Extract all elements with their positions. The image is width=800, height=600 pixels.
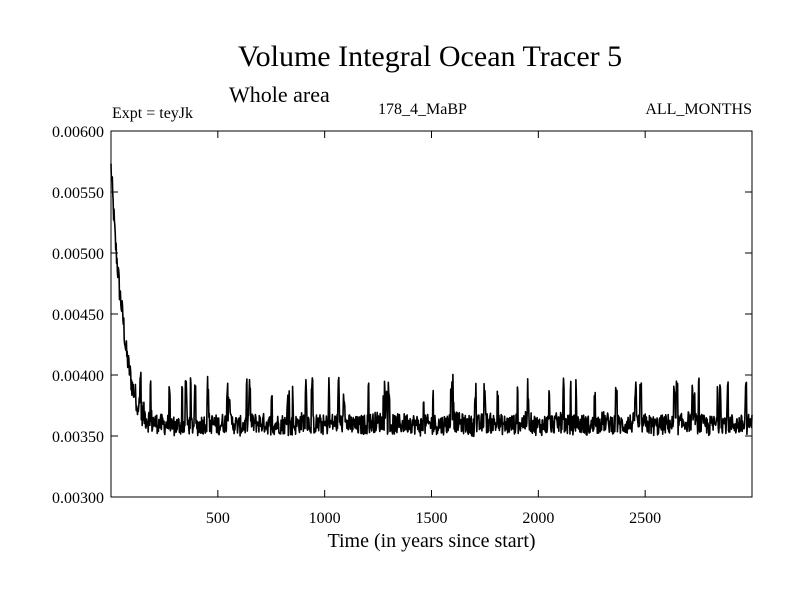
x-axis-label: Time (in years since start) — [327, 530, 536, 552]
y-tick-label: 0.00300 — [52, 490, 104, 507]
experiment-label: Expt = teyJk — [112, 105, 194, 122]
x-axis: 500 1000 1500 2000 2500 — [206, 131, 661, 527]
run-label: 178_4_MaBP — [378, 101, 467, 118]
x-tick-label: 500 — [206, 510, 230, 527]
y-tick-label: 0.00450 — [52, 307, 104, 324]
y-tick-label: 0.00500 — [52, 246, 104, 263]
x-tick-label: 2500 — [629, 510, 661, 527]
chart-subtitle: Whole area — [229, 82, 330, 107]
y-tick-label: 0.00550 — [52, 185, 104, 202]
y-tick-label: 0.00350 — [52, 429, 104, 446]
period-label: ALL_MONTHS — [645, 101, 752, 118]
x-tick-label: 1500 — [416, 510, 448, 527]
x-tick-label: 1000 — [309, 510, 341, 527]
series-line — [110, 163, 753, 438]
y-tick-label: 0.00600 — [52, 124, 104, 141]
y-tick-label: 0.00400 — [52, 368, 104, 385]
x-tick-label: 2000 — [522, 510, 554, 527]
chart-title: Volume Integral Ocean Tracer 5 — [237, 40, 623, 73]
plot-frame — [110, 130, 753, 498]
y-axis: 0.00300 0.00350 0.00400 0.00450 0.00500 0.005… — [52, 124, 752, 507]
